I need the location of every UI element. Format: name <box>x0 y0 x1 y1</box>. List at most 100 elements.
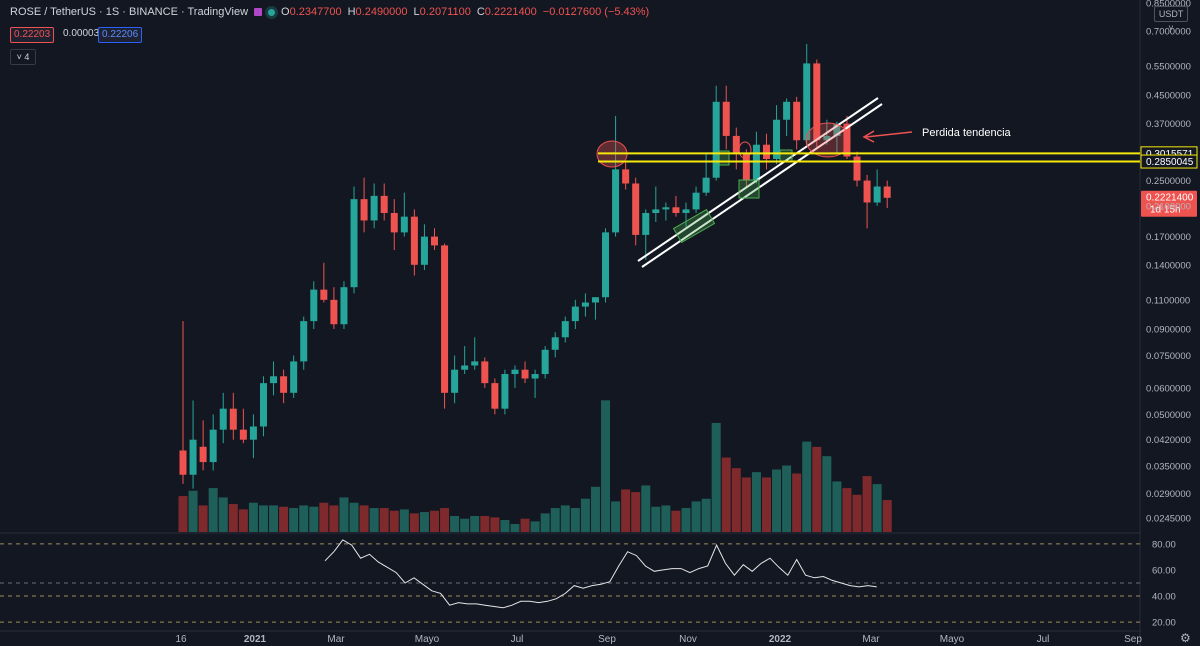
time-tick-label: 16 <box>175 634 187 645</box>
candle-body <box>531 374 539 379</box>
time-tick-label: Jul <box>511 634 524 645</box>
arrow-head <box>862 130 875 143</box>
price-tick-label: 0.1700000 <box>1146 232 1191 243</box>
candle-body <box>521 369 529 379</box>
volume-bar <box>289 508 299 532</box>
volume-bar <box>761 477 771 532</box>
candle-body <box>551 337 559 350</box>
candle-body <box>541 349 549 375</box>
candle-body <box>833 123 841 136</box>
candle-body <box>883 186 891 198</box>
candle-body <box>571 306 579 322</box>
buy-price-button[interactable]: 0.22206 <box>98 27 143 43</box>
volume-bar <box>329 505 339 532</box>
candle-body <box>783 101 791 120</box>
candle-body <box>370 195 378 221</box>
rsi-line <box>324 539 877 609</box>
volume-bar <box>279 506 289 532</box>
high-label: H <box>347 6 356 18</box>
candle-body <box>873 186 881 203</box>
candle-body <box>310 289 318 322</box>
indicator-icon[interactable] <box>254 8 263 16</box>
axes[interactable]: 0.8500000 0.7000000 0.5500000 0.4500000 0.37… <box>175 0 1190 645</box>
price-tick-label: 0.5500000 <box>1146 62 1191 73</box>
candle-body <box>591 297 599 303</box>
volume-bar <box>822 456 832 532</box>
candle-body <box>280 376 288 393</box>
volume-bar <box>470 516 480 532</box>
volume-bar <box>832 481 842 532</box>
volume-bar <box>379 508 389 532</box>
volume-bar <box>510 524 520 532</box>
candle-body <box>471 361 479 366</box>
time-tick-label: 2022 <box>769 634 792 645</box>
candle-body <box>380 195 388 213</box>
time-tick-label: Sep <box>1124 634 1142 645</box>
candle-body <box>863 180 871 203</box>
volume-bar <box>460 518 470 532</box>
volume-bar <box>611 501 621 532</box>
candle-body <box>330 299 338 325</box>
candle-body <box>209 429 217 463</box>
candle-body <box>300 321 308 362</box>
volume-bar <box>319 502 329 532</box>
open-label: O <box>281 6 290 18</box>
volume-bar <box>580 498 590 532</box>
time-tick-label: Nov <box>679 634 697 645</box>
volume-bar <box>440 508 450 532</box>
time-tick-label: Jul <box>1037 634 1050 645</box>
spread-value: 0.00003 <box>63 28 100 39</box>
symbol-title[interactable]: ROSE / TetherUS · 1S · BINANCE · Trading… <box>10 6 249 18</box>
candle-body <box>229 408 237 430</box>
candle-body <box>712 101 720 178</box>
candle-body <box>773 119 781 160</box>
candle-body <box>602 232 610 298</box>
level-label-text: 0.2850045 <box>1146 157 1194 168</box>
candle-body <box>632 183 640 235</box>
candle-body <box>219 408 227 430</box>
low-value: 0.2071100 <box>419 6 471 18</box>
volume-bar <box>238 509 248 532</box>
volume-bar <box>711 422 721 532</box>
volume-bar <box>772 469 782 532</box>
close-value: 0.2221400 <box>484 6 537 18</box>
candle-body <box>853 156 861 181</box>
collapse-indicators-button[interactable]: ˅ 4 <box>10 49 36 65</box>
volume-bar <box>641 485 651 532</box>
volume-bar <box>661 505 671 532</box>
candle-body <box>320 289 328 300</box>
price-tick-label: 0.1100000 <box>1146 295 1190 306</box>
volume-bar <box>701 498 711 532</box>
candle-body <box>793 101 801 141</box>
sell-price-button[interactable]: 0.22203 <box>10 27 55 43</box>
candle-body <box>813 63 821 141</box>
volume-bar <box>530 521 540 532</box>
volume-bar <box>560 505 570 532</box>
candle-body <box>431 236 438 246</box>
volume-bar <box>198 505 208 532</box>
touch-box <box>738 179 760 199</box>
volume-bar <box>520 518 530 532</box>
volume-bar <box>671 510 681 532</box>
price-tick-label: 0.0290000 <box>1146 489 1191 500</box>
candle-body <box>400 216 408 233</box>
rsi-tick-label: 60.00 <box>1152 565 1176 576</box>
candle-body <box>823 135 831 141</box>
open-value: 0.2347700 <box>289 6 342 18</box>
candle-body <box>581 302 589 307</box>
volume-bar <box>430 510 439 532</box>
change-value: −0.0127600 (−5.43%) <box>542 6 650 18</box>
currency-button[interactable]: USDT ˅ <box>1154 6 1188 33</box>
gear-icon[interactable]: ⚙ <box>1180 631 1191 645</box>
candle-body <box>501 374 509 409</box>
volume-bar <box>621 489 631 532</box>
price-tick-label: 0.1400000 <box>1146 260 1191 271</box>
volume-bar <box>339 497 349 532</box>
candle-body <box>732 135 740 155</box>
candle-body <box>189 439 197 475</box>
arrow-line <box>865 131 913 138</box>
candle-body <box>491 383 499 409</box>
price-tick-label: 0.0900000 <box>1146 324 1191 335</box>
low-label: L <box>413 6 420 18</box>
